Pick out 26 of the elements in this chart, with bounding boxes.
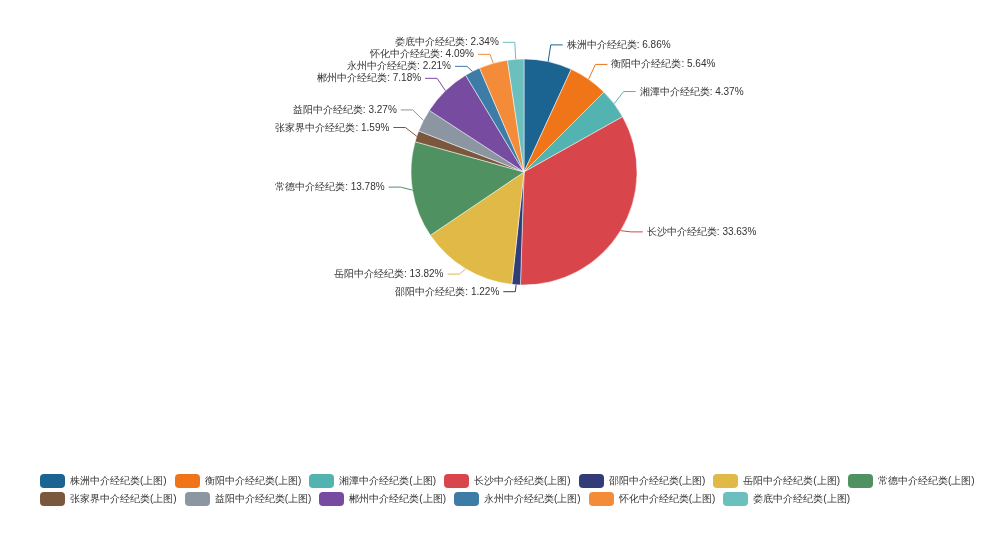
data-label: 岳阳中介经纪类: 13.82% [334, 268, 444, 280]
data-label: 张家界中介经纪类: 1.59% [275, 121, 390, 133]
data-label: 娄底中介经纪类: 2.34% [394, 36, 499, 48]
data-label: 常德中介经纪类: 13.78% [275, 181, 385, 193]
legend-label: 株洲中介经纪类(上图) [70, 474, 167, 488]
legend-label: 湘潭中介经纪类(上图) [339, 474, 437, 488]
legend-label: 衡阳中介经纪类(上图) [204, 474, 302, 488]
data-label: 郴州中介经纪类: 7.18% [317, 72, 422, 84]
data-label: 怀化中介经纪类: 4.09% [369, 48, 475, 60]
legend-label: 张家界中介经纪类(上图) [70, 492, 177, 506]
legend-label: 娄底中介经纪类(上图) [753, 492, 851, 506]
data-label: 邵阳中介经纪类: 1.22% [395, 285, 500, 297]
legend-label: 益阳中介经纪类(上图) [214, 492, 312, 506]
data-label: 株洲中介经纪类: 6.86% [565, 38, 671, 50]
legend-label: 常德中介经纪类(上图) [878, 474, 975, 488]
data-label: 衡阳中介经纪类: 5.64% [611, 58, 716, 70]
legend-label: 永州中介经纪类(上图) [484, 492, 581, 506]
legend-label: 长沙中介经纪类(上图) [474, 474, 571, 488]
data-label: 益阳中介经纪类: 3.27% [292, 103, 397, 115]
legend-label: 怀化中介经纪类(上图) [618, 492, 716, 506]
data-label: 永州中介经纪类: 2.21% [347, 60, 452, 72]
data-label: 长沙中介经纪类: 33.63% [646, 225, 757, 237]
legend-label: 岳阳中介经纪类(上图) [743, 474, 841, 488]
legend-label: 郴州中介经纪类(上图) [349, 492, 447, 506]
data-label: 湘潭中介经纪类: 4.37% [639, 85, 744, 97]
legend-label: 邵阳中介经纪类(上图) [608, 474, 706, 488]
